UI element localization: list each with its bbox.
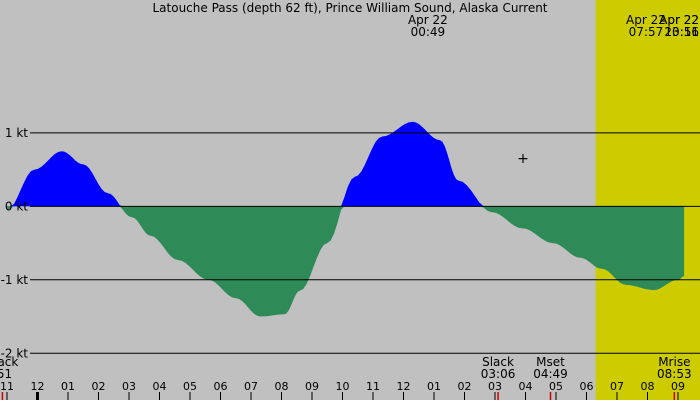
hour-tick-label: 02 xyxy=(92,380,106,393)
top-event-time: 13:16 xyxy=(664,25,699,39)
bottom-event-labels: Slack:51Slack03:06Mset04:49Mrise08:53Sla… xyxy=(0,355,692,381)
cursor-crosshair: + xyxy=(517,151,529,167)
top-event-date: Apr 22 xyxy=(626,13,666,27)
hour-tick-label: 12 xyxy=(31,380,45,393)
hour-tick-label: 07 xyxy=(610,380,624,393)
bottom-event-time: 03:06 xyxy=(481,367,516,381)
hour-tick-label: 05 xyxy=(183,380,197,393)
hour-tick-label: 04 xyxy=(519,380,533,393)
y-tick-label: 1 kt xyxy=(5,126,28,140)
hour-tick-label: 07 xyxy=(244,380,258,393)
hour-tick-label: 01 xyxy=(427,380,441,393)
bottom-event-label: Slack xyxy=(0,355,18,369)
bottom-event-label: Mset xyxy=(536,355,565,369)
bottom-event-label: Mrise xyxy=(658,355,690,369)
top-event-time: 20:51 xyxy=(664,25,699,39)
hour-tick-label: 08 xyxy=(275,380,289,393)
y-tick-label: 0 kt xyxy=(5,199,28,213)
hour-tick-label: 09 xyxy=(305,380,319,393)
y-tick-label: -1 kt xyxy=(1,273,29,287)
y-tick-label: -2 kt xyxy=(1,346,29,360)
hour-tick-label: 05 xyxy=(549,380,563,393)
bottom-event-time: :51 xyxy=(0,367,12,381)
speed-gridlines: 1 kt 0 kt -1 kt -2 kt xyxy=(1,126,700,360)
hour-tick-label: 06 xyxy=(580,380,594,393)
hour-tick-label: 01 xyxy=(61,380,75,393)
hour-axis: 11 12 01 02 03 04 05 06 07 08 09 10 11 12 01 02 03 04 05 06… xyxy=(0,380,685,400)
bottom-event-time: 04:49 xyxy=(533,367,568,381)
hour-tick-label: 08 xyxy=(641,380,655,393)
hour-tick-label: 11 xyxy=(366,380,380,393)
hour-tick-label: 03 xyxy=(122,380,136,393)
hour-tick-label: 10 xyxy=(336,380,350,393)
day-background xyxy=(595,0,700,400)
top-event-time: 00:49 xyxy=(411,25,446,39)
bottom-event-time: 08:53 xyxy=(657,367,692,381)
hour-tick-label: 03 xyxy=(488,380,502,393)
ebb-area xyxy=(7,206,685,317)
top-event-time: 07:57 xyxy=(629,25,664,39)
bottom-event-label: Slack xyxy=(482,355,514,369)
top-event-date: Apr 22 xyxy=(659,13,699,27)
hour-tick-label: 11 xyxy=(0,380,14,393)
current-areas xyxy=(7,121,685,317)
hour-tick-label: 02 xyxy=(458,380,472,393)
hour-tick-label: 04 xyxy=(153,380,167,393)
flood-area xyxy=(7,121,685,207)
top-event-date: Apr 22 xyxy=(659,13,699,27)
top-event-date: Apr 22 xyxy=(408,13,448,27)
chart-title: Latouche Pass (depth 62 ft), Prince Will… xyxy=(152,1,547,15)
hour-tick-label: 06 xyxy=(214,380,228,393)
hour-tick-label: 09 xyxy=(671,380,685,393)
hour-tick-label: 12 xyxy=(397,380,411,393)
